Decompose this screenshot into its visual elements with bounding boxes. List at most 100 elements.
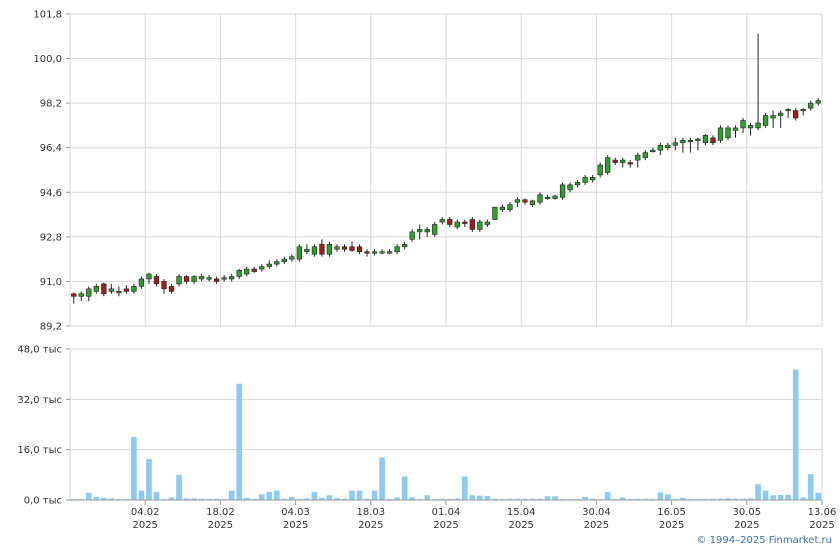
candle-body — [229, 276, 235, 280]
volume-y-tick-label: 32,0 тыс — [17, 395, 62, 406]
candle-body — [153, 276, 160, 285]
volume-bar — [582, 496, 588, 500]
candle-body — [514, 199, 521, 203]
x-tick-label-year: 2025 — [584, 520, 609, 531]
volume-bar — [717, 498, 724, 500]
volume-bar — [619, 497, 626, 500]
candle-body — [590, 177, 596, 181]
candle-body — [251, 268, 257, 272]
volume-bar — [319, 497, 325, 500]
candle-body — [409, 231, 415, 240]
candle-body — [191, 276, 197, 282]
volume-bar — [176, 474, 182, 500]
volume-bar — [522, 498, 528, 500]
volume-bar — [537, 498, 543, 500]
candle-body — [507, 204, 513, 210]
volume-bar — [371, 490, 378, 500]
candle-body — [552, 195, 558, 199]
volume-bar — [85, 492, 92, 500]
candle-body — [236, 269, 242, 277]
volume-bar — [492, 498, 498, 500]
candle-body — [605, 157, 611, 173]
candle-body — [808, 102, 814, 109]
candle-body — [311, 246, 318, 255]
candle-body — [364, 251, 370, 254]
volume-bar — [777, 494, 784, 500]
volume-y-tick-label: 48,0 тыс — [17, 345, 62, 356]
candle-body — [770, 115, 776, 119]
candle-body — [642, 152, 648, 158]
x-tick-label-day: 30.05 — [732, 507, 761, 518]
volume-bar — [807, 474, 814, 500]
volume-bar — [273, 490, 280, 500]
volume-bar — [258, 494, 265, 500]
candle-body — [755, 122, 761, 129]
volume-bar — [101, 497, 107, 500]
volume-bar — [710, 498, 716, 500]
candle-body — [529, 200, 536, 205]
candle-body — [394, 246, 400, 253]
candle-body — [138, 278, 145, 287]
x-tick-label-day: 04.02 — [131, 507, 160, 518]
x-tick-label-day: 15.04 — [507, 507, 536, 518]
volume-bar — [815, 492, 822, 500]
candle-body — [289, 256, 295, 260]
volume-bar — [800, 497, 807, 500]
volume-bar — [191, 498, 197, 500]
volume-bar — [589, 498, 596, 500]
x-tick-label-year: 2025 — [208, 520, 233, 531]
volume-bar — [409, 497, 415, 500]
volume-bar — [394, 497, 400, 500]
candle-body — [665, 144, 671, 149]
volume-bar — [304, 498, 310, 500]
x-tick-label-day: 16.05 — [657, 507, 686, 518]
candle-body — [198, 276, 205, 280]
candle-body — [108, 288, 114, 292]
x-tick-label-day: 01.04 — [432, 507, 461, 518]
price-pane: 101,8 100,0 98,2 96,4 94,6 92,8 91,0 89,2 — [33, 10, 823, 333]
candle-body — [214, 278, 220, 282]
volume-bar — [680, 497, 686, 500]
volume-bar — [356, 490, 363, 500]
volume-bar — [424, 495, 431, 500]
x-tick-label-year: 2025 — [809, 520, 834, 531]
volume-bar — [131, 437, 137, 500]
volume-bar — [198, 498, 205, 500]
candle-body — [627, 162, 633, 165]
volume-bar — [469, 495, 476, 500]
volume-bar — [206, 498, 212, 500]
volume-bar — [236, 383, 243, 500]
candle-body — [402, 243, 408, 248]
candle-body — [334, 246, 340, 250]
price-y-tick-label: 96,4 — [40, 143, 62, 154]
price-y-tick-label: 91,0 — [40, 277, 62, 288]
candle-body — [454, 221, 460, 228]
volume-bar — [762, 490, 769, 500]
price-y-tick-label: 98,2 — [40, 99, 62, 110]
volume-y-tick-label: 0,0 тыс — [24, 496, 62, 507]
candle-body — [559, 184, 566, 198]
volume-bar — [334, 498, 340, 500]
x-tick-label-day: 13.06 — [808, 507, 837, 518]
candle-body — [439, 219, 445, 223]
candle-body — [326, 243, 333, 255]
volume-bar — [484, 495, 491, 500]
volume-pane: 04.02 2025 18.02 2025 04.03 2025 18.03 2025 01.0… — [17, 345, 836, 532]
candle-body — [702, 135, 709, 144]
candle-body — [732, 127, 739, 131]
candle-body — [710, 137, 716, 144]
candle-body — [680, 139, 686, 144]
price-y-tick-label: 100,0 — [33, 54, 62, 65]
candle-body — [462, 221, 468, 224]
volume-bar — [93, 496, 100, 500]
candle-body — [123, 288, 130, 292]
candle-body — [304, 248, 310, 253]
price-y-tick-label: 89,2 — [40, 322, 62, 333]
volume-bar — [507, 498, 513, 500]
volume-bar — [657, 492, 664, 500]
volume-bar — [146, 459, 152, 500]
volume-bar — [289, 496, 295, 500]
volume-y-tick-label: 16,0 тыс — [17, 445, 62, 456]
candle-body — [93, 286, 99, 292]
candle-body — [793, 110, 799, 119]
